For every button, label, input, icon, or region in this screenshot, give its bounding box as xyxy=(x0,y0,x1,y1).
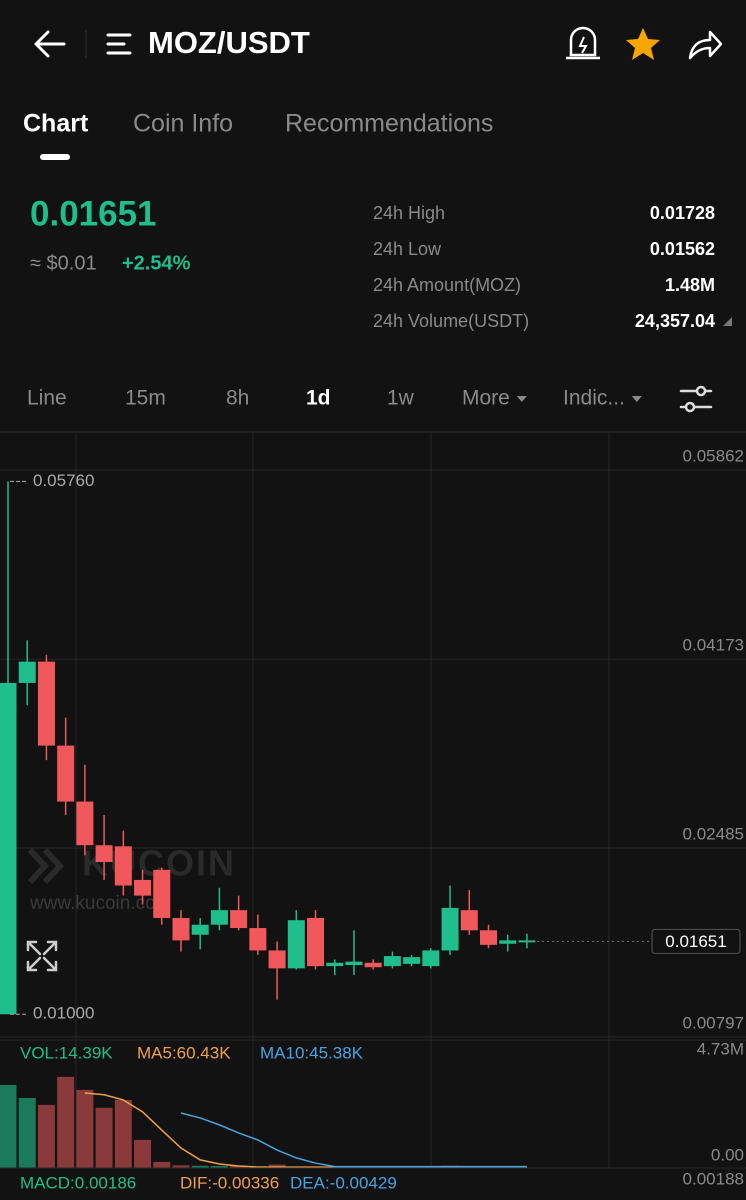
y-tick-label: 0.00797 xyxy=(683,1013,744,1032)
volume-bar xyxy=(268,1164,286,1168)
candle-body xyxy=(172,917,190,941)
price-change: +2.54% xyxy=(122,252,191,274)
candle-body xyxy=(441,907,459,951)
stat-value: 24,357.04 xyxy=(635,311,715,331)
volume-bar xyxy=(76,1089,94,1168)
macd-label: MACD:0.00186 xyxy=(20,1173,136,1192)
candle-body xyxy=(268,950,286,969)
marker-label: 0.05760 xyxy=(33,471,94,490)
volume-bar xyxy=(37,1104,55,1168)
candle-body xyxy=(230,910,248,929)
volume-bar xyxy=(57,1076,75,1168)
stat-value: 0.01562 xyxy=(650,239,715,259)
timeframe[interactable]: 1w xyxy=(387,387,415,410)
timeframe[interactable]: 1d xyxy=(306,387,331,410)
volume-bar xyxy=(134,1139,152,1168)
timeframe[interactable]: More xyxy=(462,387,510,410)
candle-body xyxy=(95,845,113,863)
volume-label: VOL:14.39K xyxy=(20,1043,113,1062)
chart-settings[interactable] xyxy=(679,385,713,413)
volume-bar xyxy=(95,1107,113,1168)
dropdown-caret xyxy=(631,396,642,402)
timeframe[interactable]: Indic... xyxy=(563,387,625,410)
volume-bar xyxy=(114,1099,132,1168)
stat-label: 24h High xyxy=(373,203,445,223)
menu-button[interactable] xyxy=(106,33,132,55)
candle-body xyxy=(326,962,344,967)
candle-body xyxy=(364,962,382,968)
stat-label: 24h Volume(USDT) xyxy=(373,311,529,331)
candle-body xyxy=(18,661,36,683)
last-price-label: 0.01651 xyxy=(665,932,726,951)
volume-bar xyxy=(191,1165,209,1168)
alert-button[interactable] xyxy=(566,26,600,60)
ma-legend: MA10:45.38K xyxy=(260,1043,364,1062)
candle-body xyxy=(345,961,363,965)
candle-body xyxy=(210,910,228,925)
y-tick-label: 0.04173 xyxy=(683,636,744,655)
candle-body xyxy=(76,801,94,846)
candle-body xyxy=(383,956,401,967)
last-price-box xyxy=(651,928,741,954)
timeframe[interactable]: 15m xyxy=(125,387,166,410)
volume-tick-label: 0.00 xyxy=(711,1145,744,1164)
expand-indicator xyxy=(723,317,732,326)
usd-price: ≈ $0.01 xyxy=(30,252,97,274)
stat-label: 24h Amount(MOZ) xyxy=(373,275,521,295)
volume-bar xyxy=(210,1165,228,1168)
y-tick-label: 0.05862 xyxy=(683,446,744,465)
volume-bar xyxy=(0,1084,17,1168)
candle-body xyxy=(37,661,55,746)
y-tick-label: 0.02485 xyxy=(683,825,744,844)
back-button[interactable] xyxy=(34,30,66,58)
candle-body xyxy=(287,920,305,969)
candle-body xyxy=(480,930,497,945)
watermark-url: www.kucoin.com xyxy=(29,893,172,914)
candle-body xyxy=(134,879,152,896)
ma-legend: MA5:60.43K xyxy=(137,1043,231,1062)
last-price: 0.01651 xyxy=(30,194,157,233)
dropdown-caret xyxy=(516,396,527,402)
marker-label: 0.01000 xyxy=(33,1004,94,1023)
timeframe[interactable]: 8h xyxy=(226,387,249,410)
volume-tick-label: 4.73M xyxy=(697,1039,744,1058)
stat-value: 1.48M xyxy=(665,275,715,295)
stat-label: 24h Low xyxy=(373,239,442,259)
macd-label: DIF:-0.00336 xyxy=(180,1173,279,1192)
watermark-logo xyxy=(27,847,65,885)
fullscreen-button[interactable] xyxy=(26,940,58,972)
candle-body xyxy=(114,846,132,886)
macd-label: DEA:-0.00429 xyxy=(290,1173,397,1192)
share-button[interactable] xyxy=(688,30,723,60)
candle-body xyxy=(460,910,478,931)
tab-indicator xyxy=(40,154,70,160)
candle-body xyxy=(307,917,325,967)
timeframe[interactable]: Line xyxy=(27,387,67,410)
candle-body xyxy=(422,950,440,967)
tab[interactable]: Coin Info xyxy=(133,110,233,138)
candle-body xyxy=(191,924,209,935)
candle-body xyxy=(403,957,421,964)
volume-bar xyxy=(153,1161,171,1168)
ma-line xyxy=(180,1112,527,1168)
candle-body xyxy=(0,682,17,1015)
volume-bar xyxy=(172,1165,190,1168)
candle-body xyxy=(499,940,517,944)
candle-body xyxy=(153,869,171,918)
favorite-star[interactable] xyxy=(626,28,660,60)
candle-body xyxy=(57,745,75,802)
macd-axis-label: 0.00188 xyxy=(683,1169,744,1188)
volume-bar xyxy=(18,1097,36,1168)
volume-bar xyxy=(230,1165,248,1168)
pair-title: MOZ/USDT xyxy=(148,25,310,60)
tab[interactable]: Recommendations xyxy=(285,110,493,138)
tab[interactable]: Chart xyxy=(23,110,89,138)
stat-value: 0.01728 xyxy=(650,203,715,223)
candle-body xyxy=(249,928,267,951)
